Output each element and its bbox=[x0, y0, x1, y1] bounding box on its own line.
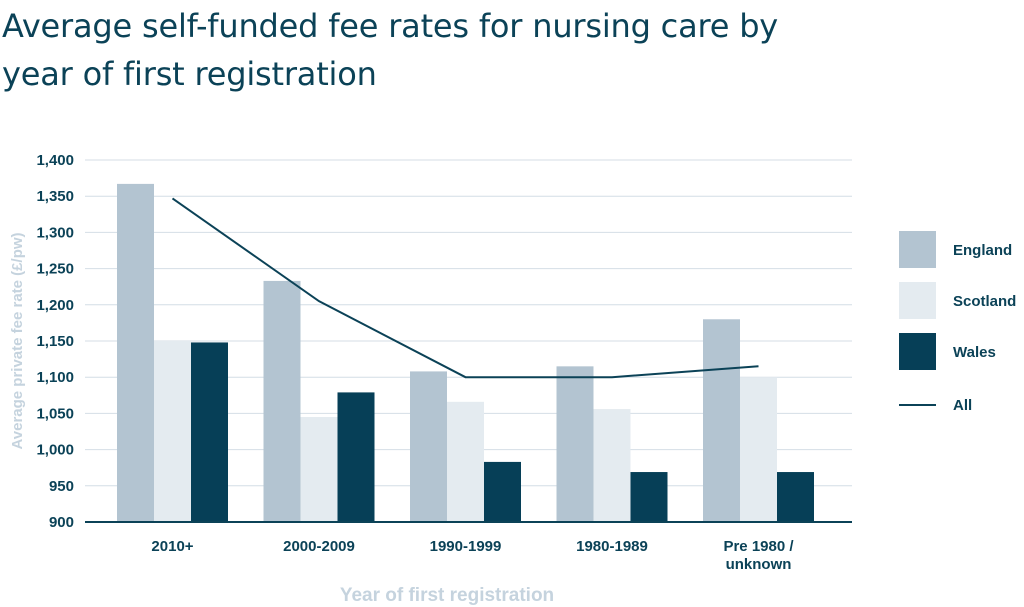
bar-wales bbox=[337, 392, 375, 522]
line-series-all bbox=[171, 197, 759, 379]
bar-england bbox=[410, 371, 447, 522]
y-tick-label: 1,400 bbox=[36, 152, 74, 169]
bar-wales bbox=[484, 461, 521, 522]
y-tick-label: 950 bbox=[49, 478, 74, 495]
bar-england bbox=[117, 183, 154, 522]
bar-scotland bbox=[300, 417, 338, 522]
legend-swatch-england bbox=[899, 231, 936, 268]
bar-wales bbox=[191, 342, 228, 522]
bar-scotland bbox=[593, 409, 631, 522]
y-tick-label: 1,050 bbox=[36, 405, 74, 422]
bar-england bbox=[263, 280, 301, 522]
x-axis-title: Year of first registration bbox=[340, 585, 554, 606]
y-tick-label: 900 bbox=[49, 514, 74, 531]
y-tick-label: 1,300 bbox=[36, 224, 74, 241]
legend-label-wales: Wales bbox=[953, 344, 996, 361]
x-tick-label: unknown bbox=[726, 556, 792, 573]
y-tick-label: 1,100 bbox=[36, 369, 74, 386]
x-tick-label: 1990-1999 bbox=[430, 538, 502, 555]
legend-label-england: England bbox=[953, 242, 1012, 259]
y-tick-label: 1,150 bbox=[36, 333, 74, 350]
y-axis-title: Average private fee rate (£/pw) bbox=[9, 232, 26, 449]
chart-title: Average self-funded fee rates for nursin… bbox=[2, 7, 779, 93]
y-tick-label: 1,350 bbox=[36, 188, 74, 205]
bar-scotland bbox=[740, 377, 777, 522]
bar-england bbox=[556, 366, 594, 522]
legend-swatch-wales bbox=[899, 333, 936, 370]
y-tick-label: 1,000 bbox=[36, 442, 74, 459]
bar-scotland bbox=[447, 401, 484, 522]
legend-label-scotland: Scotland bbox=[953, 293, 1016, 310]
legend-swatch-scotland bbox=[899, 282, 936, 319]
x-tick-label: Pre 1980 / bbox=[723, 538, 794, 555]
bar-scotland bbox=[154, 341, 191, 522]
y-tick-label: 1,250 bbox=[36, 261, 74, 278]
legend-label-all: All bbox=[953, 397, 972, 414]
bar-wales bbox=[630, 472, 668, 522]
bar-wales bbox=[777, 472, 814, 522]
x-tick-label: 2010+ bbox=[151, 538, 193, 555]
x-tick-label: 1980-1989 bbox=[576, 538, 648, 555]
x-tick-label: 2000-2009 bbox=[283, 538, 355, 555]
bar-england bbox=[703, 319, 740, 522]
y-tick-label: 1,200 bbox=[36, 297, 74, 314]
